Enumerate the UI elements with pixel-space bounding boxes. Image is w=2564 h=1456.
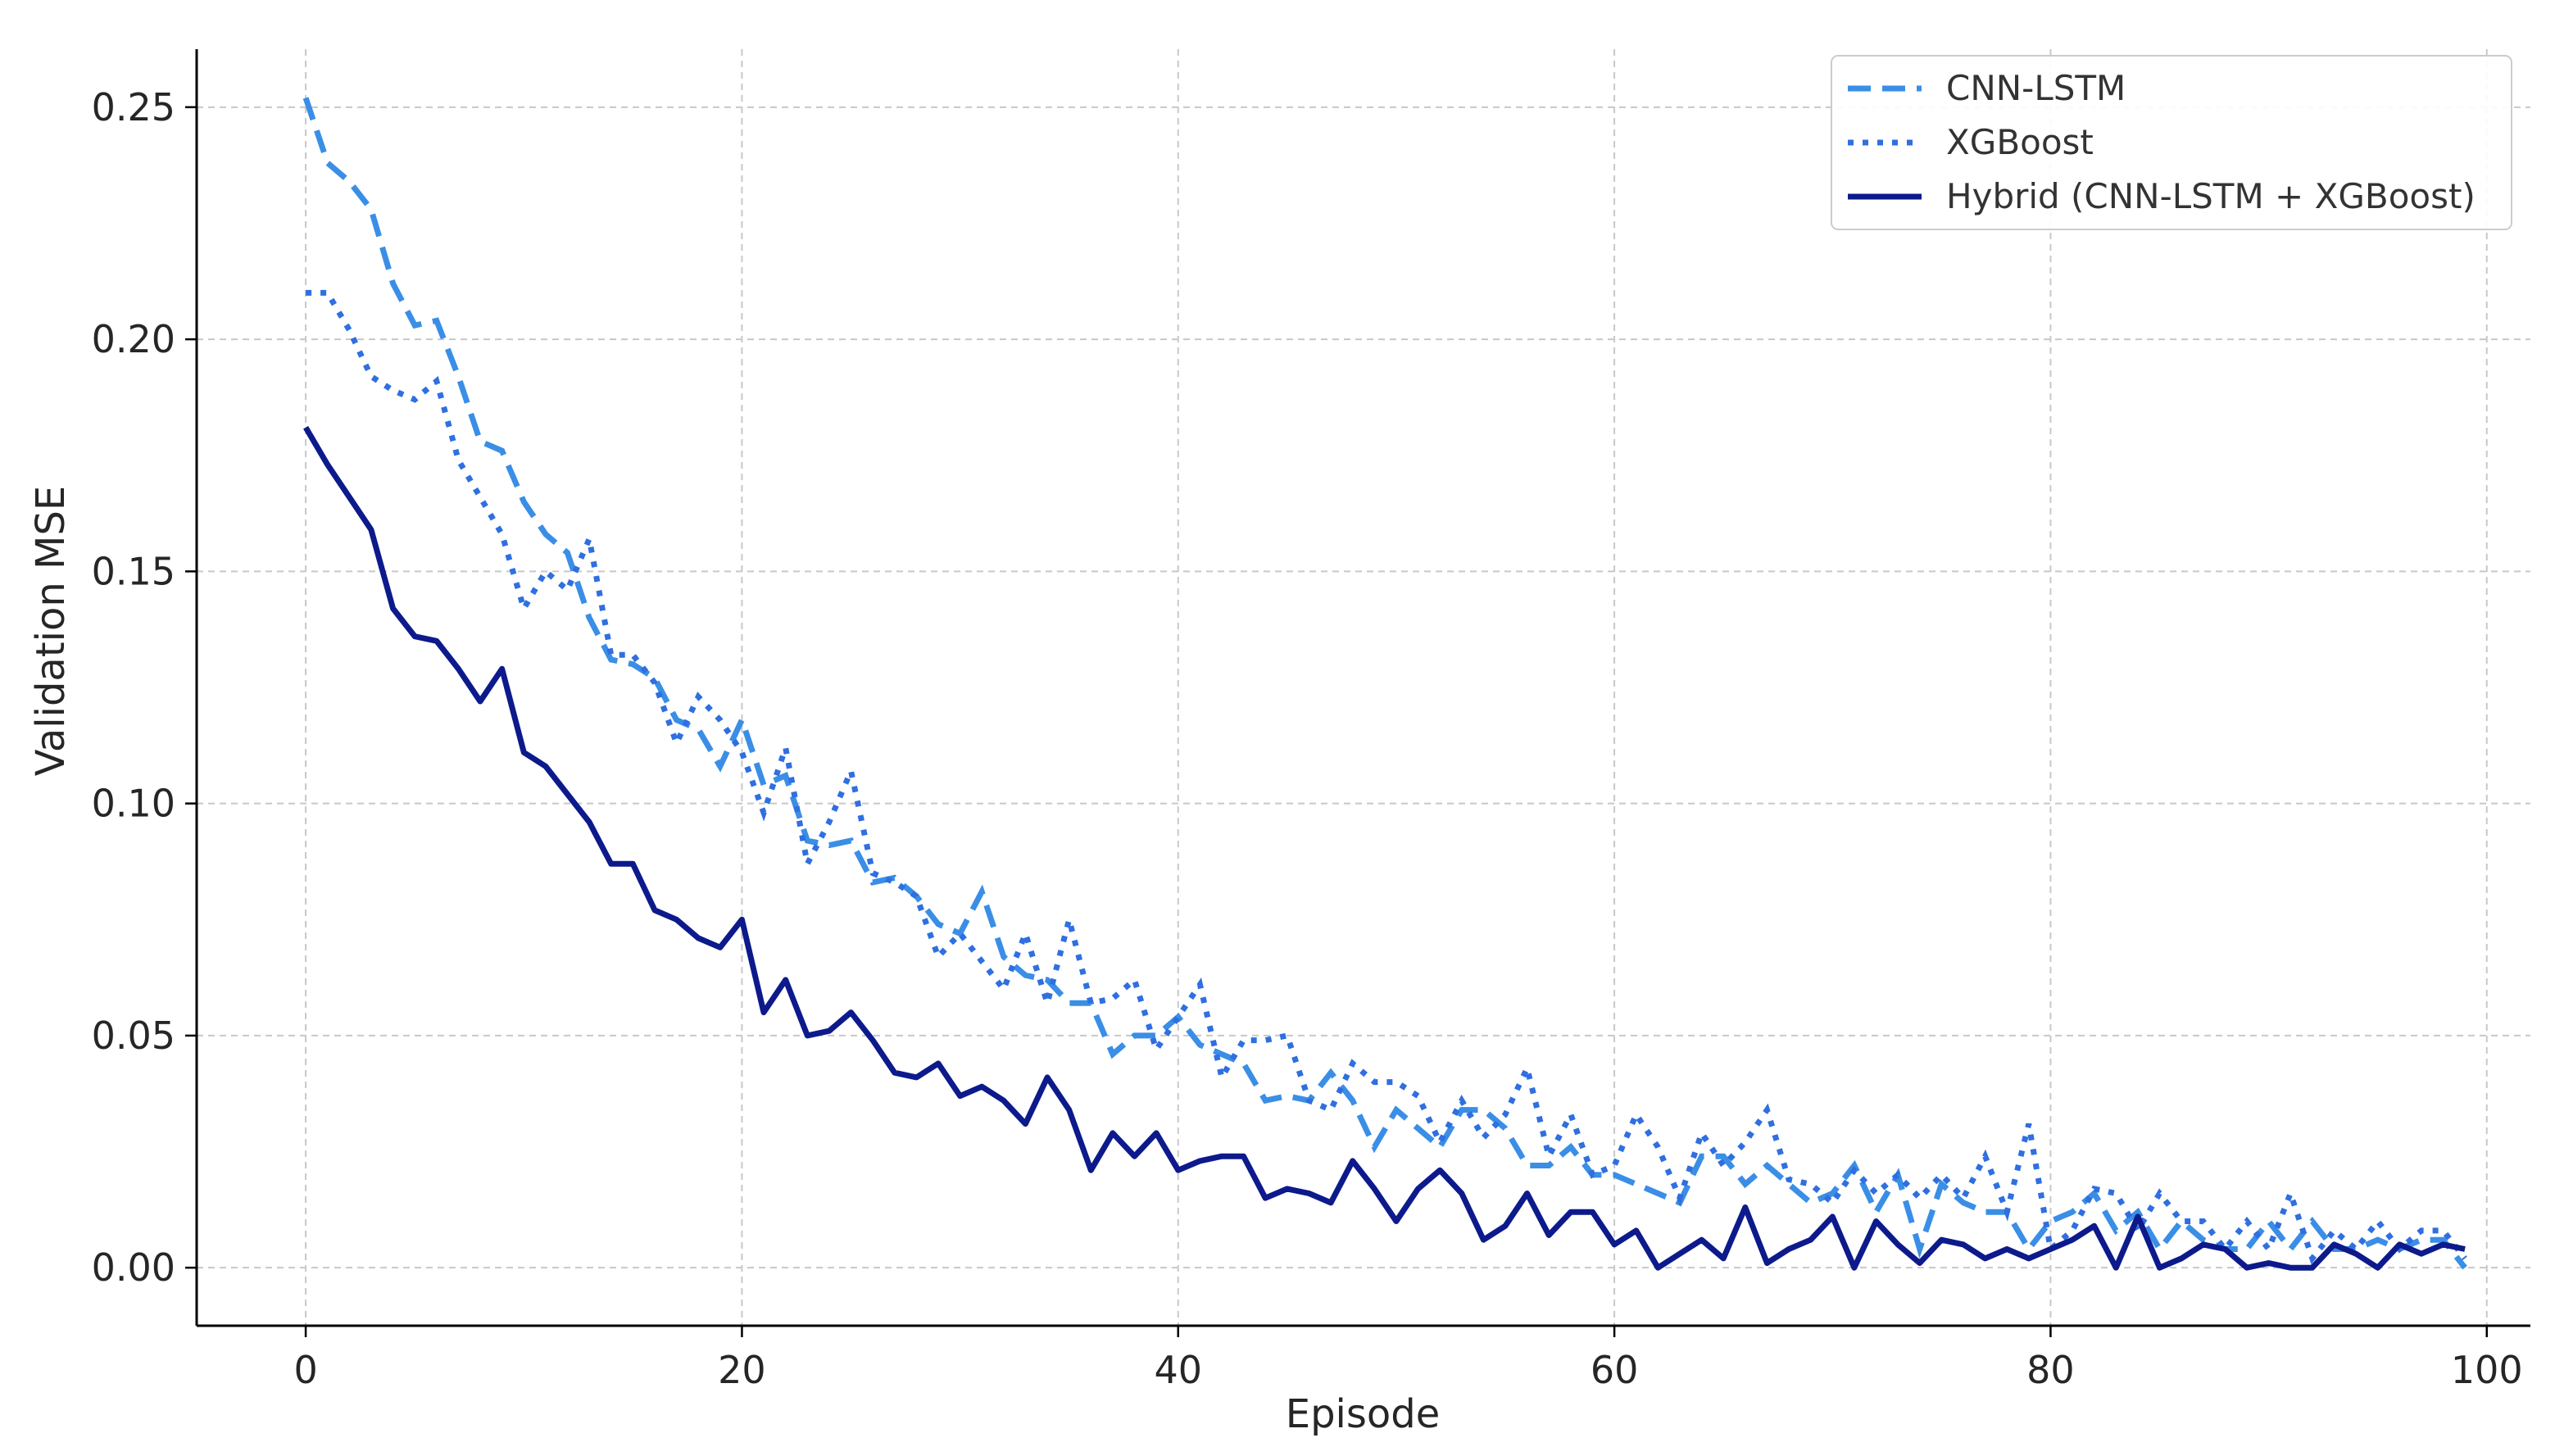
- x-tick-label: 60: [1591, 1348, 1639, 1392]
- y-tick-label: 0.20: [92, 317, 175, 361]
- legend: CNN-LSTM XGBoost Hybrid (CNN-LSTM + XGBoos…: [1831, 55, 2512, 230]
- legend-label: Hybrid (CNN-LSTM + XGBoost): [1946, 176, 2476, 216]
- x-tick-label: 80: [2026, 1348, 2075, 1392]
- x-tick-label: 0: [293, 1348, 317, 1392]
- series-line-2: [303, 425, 2466, 1271]
- x-tick-label: 40: [1154, 1348, 1202, 1392]
- series-line-0: [302, 97, 2467, 1270]
- legend-box: [1831, 55, 2512, 230]
- legend-label: XGBoost: [1946, 122, 2094, 162]
- y-tick-label: 0.05: [92, 1014, 175, 1058]
- y-axis-label: Validation MSE: [28, 486, 74, 777]
- tick-labels: 0 20 40 60 80 100 0.00 0.05 0.10 0.15 0.20 0.25: [92, 85, 2523, 1392]
- legend-label: CNN-LSTM: [1946, 68, 2126, 108]
- series-lines: [302, 97, 2467, 1271]
- x-axis-label: Episode: [1286, 1391, 1441, 1437]
- x-tick-label: 100: [2451, 1348, 2523, 1392]
- y-tick-label: 0.10: [92, 782, 175, 826]
- axes: [185, 49, 2530, 1337]
- y-tick-label: 0.15: [92, 549, 175, 593]
- y-tick-label: 0.00: [92, 1245, 175, 1290]
- x-tick-label: 20: [718, 1348, 766, 1392]
- y-tick-label: 0.25: [92, 85, 175, 129]
